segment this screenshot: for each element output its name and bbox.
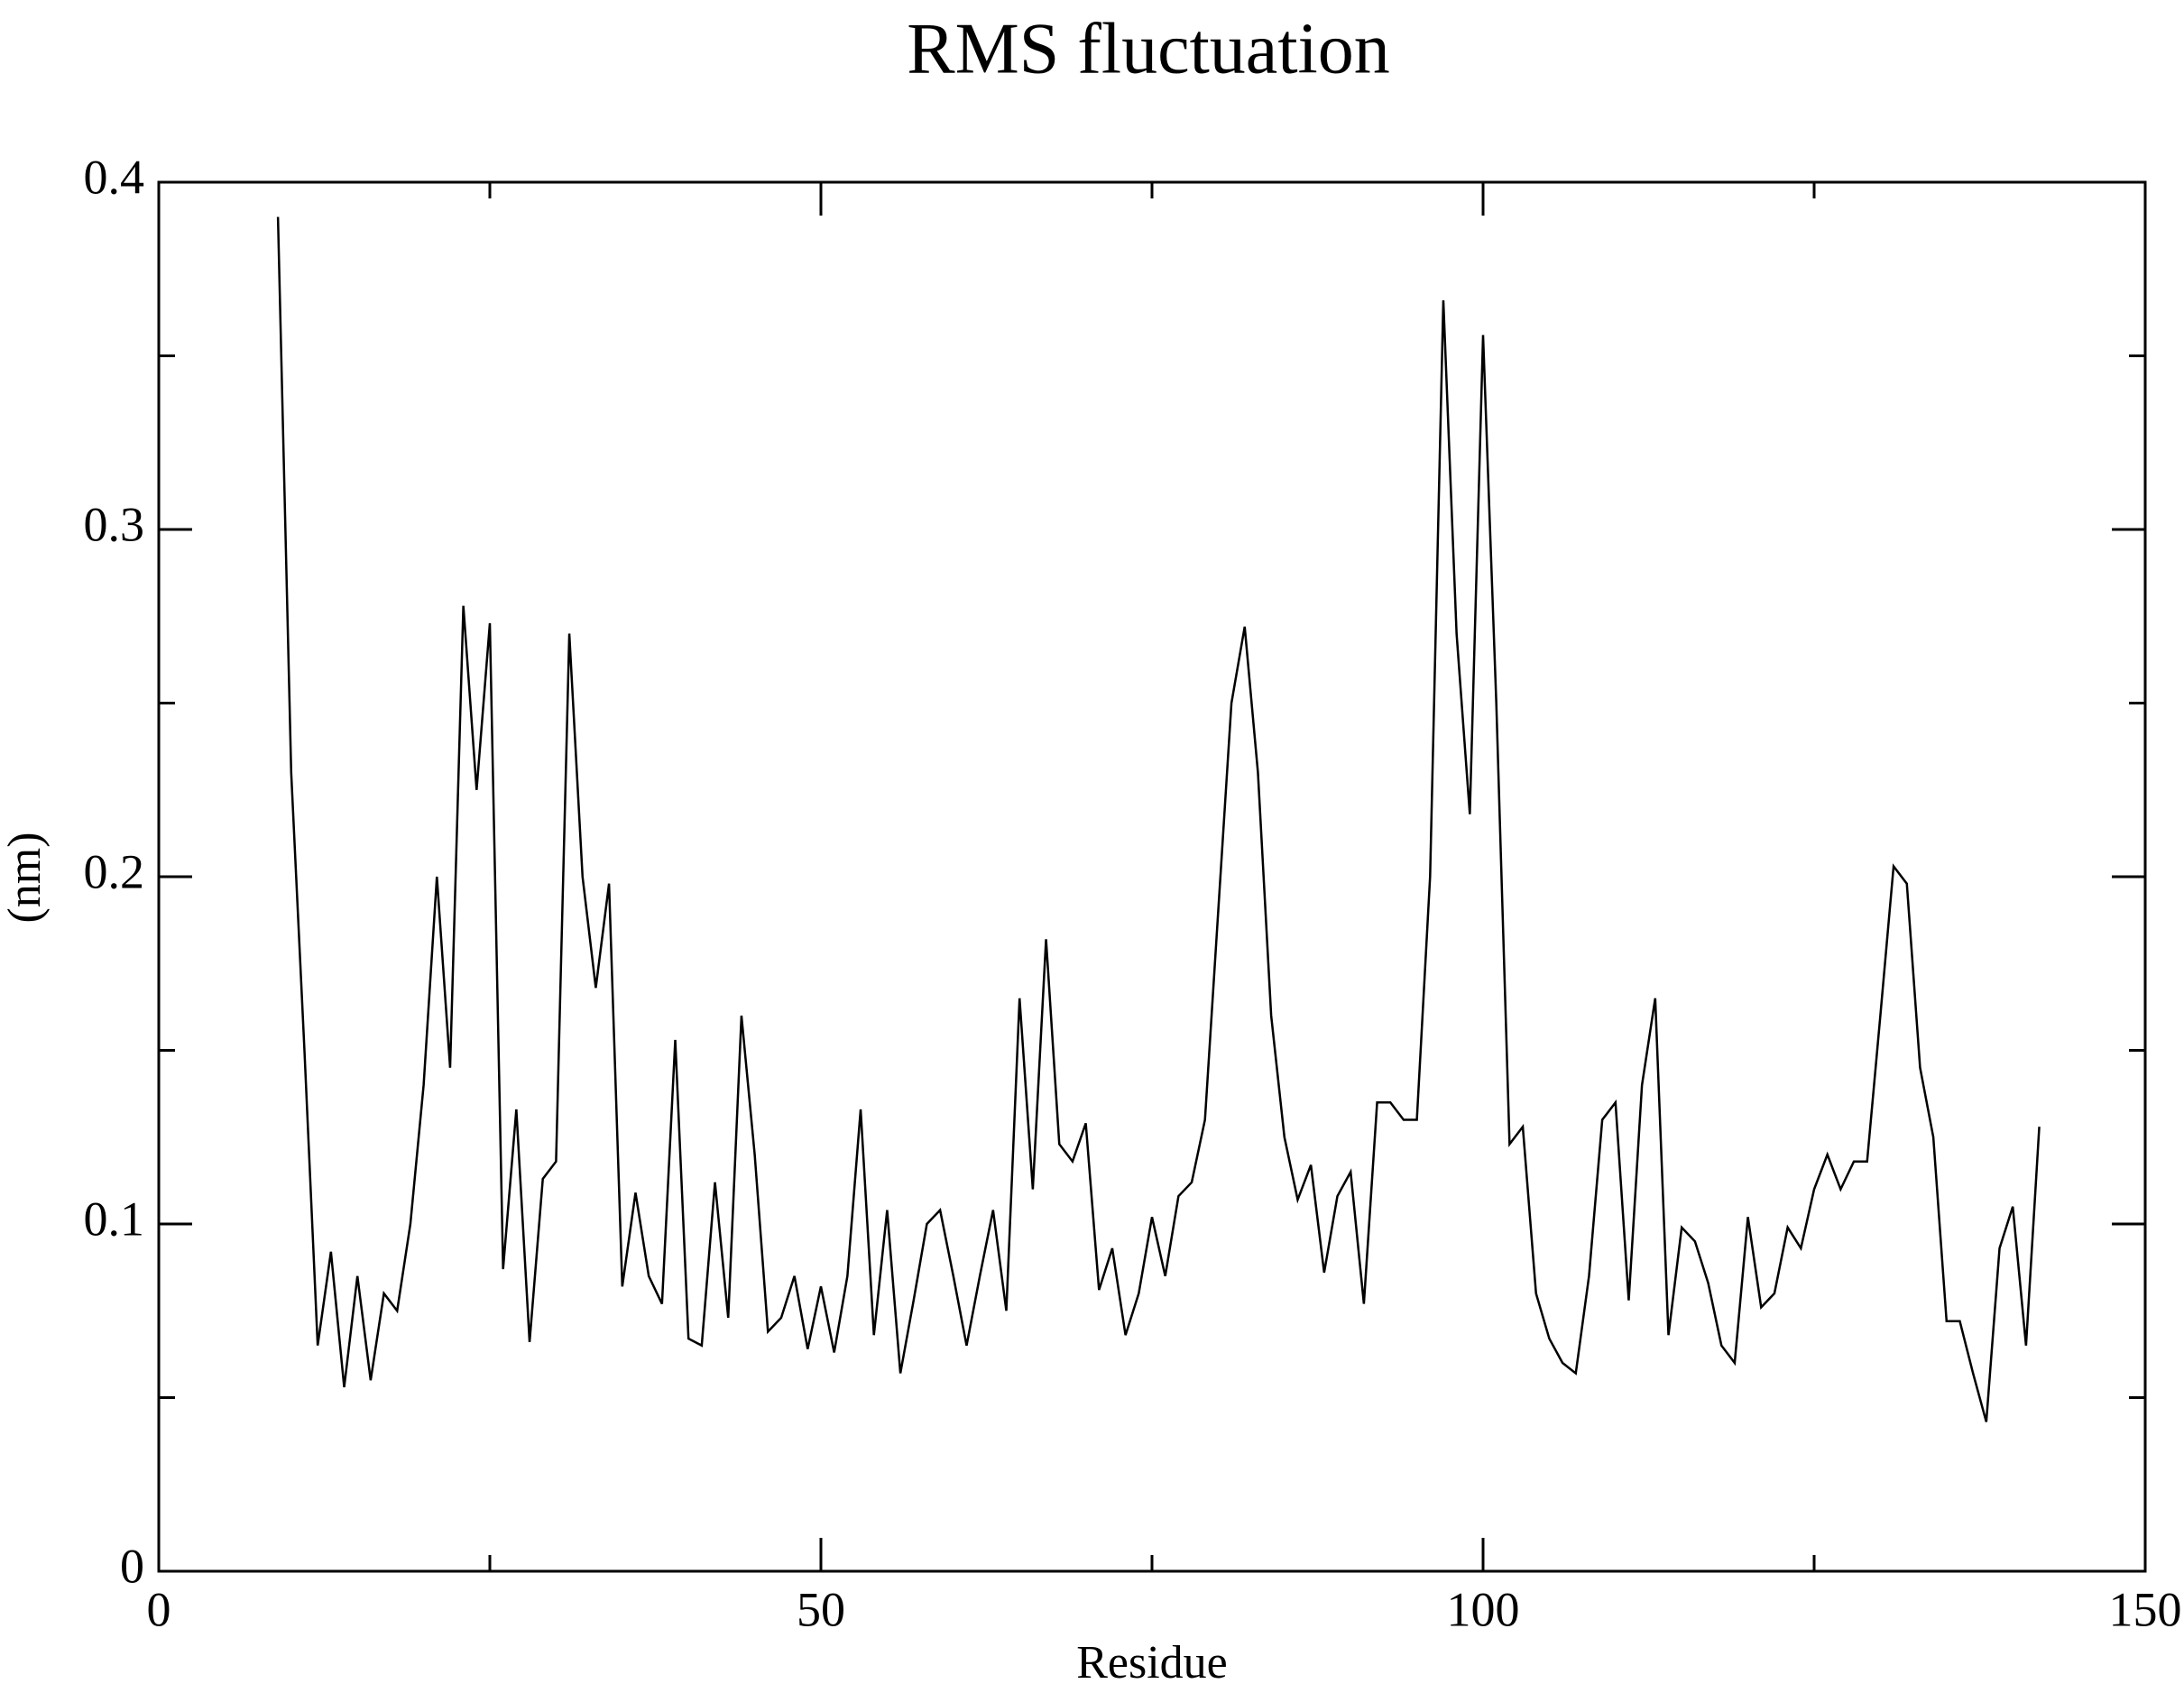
x-tick-label: 150 [2109,1582,2182,1636]
plot-frame [157,180,2147,1573]
x-tick-label: 100 [1447,1582,1520,1636]
chart-title: RMS fluctuation [907,9,1390,88]
y-tick-label: 0 [120,1539,144,1593]
y-tick-label: 0.2 [84,844,145,898]
y-tick-label: 0.4 [84,150,145,204]
x-axis-label: Residue [1076,1637,1228,1688]
data-line [276,216,2041,1422]
y-axis-label: (nm) [0,832,51,923]
y-tick-label: 0.1 [84,1192,145,1246]
x-tick-label: 0 [147,1582,171,1636]
y-tick-label: 0.3 [84,497,145,551]
x-tick-label: 50 [797,1582,845,1636]
